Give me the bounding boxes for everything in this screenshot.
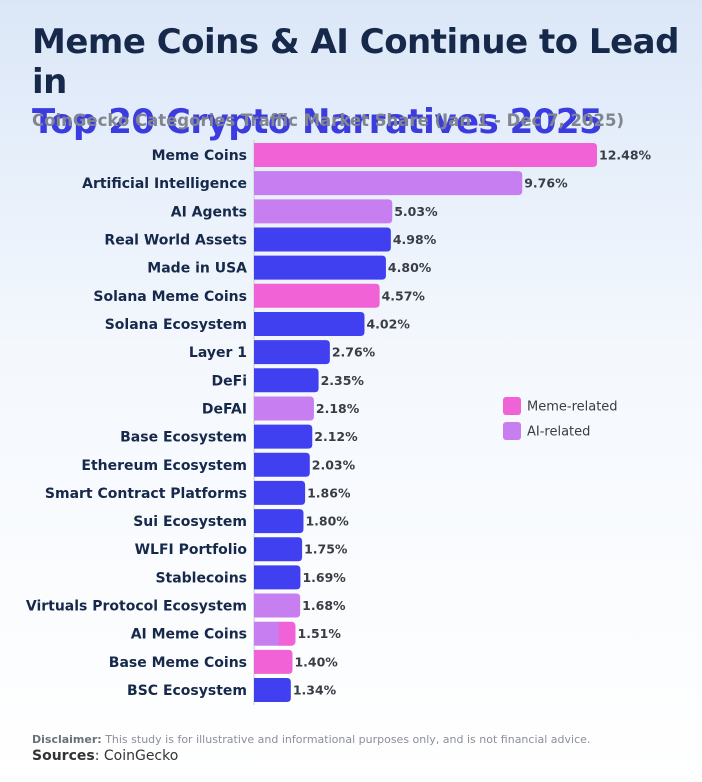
- bar: [254, 311, 365, 336]
- category-label: Base Meme Coins: [109, 655, 247, 671]
- value-label: 4.57%: [382, 288, 426, 303]
- value-label: 4.98%: [393, 232, 437, 247]
- bar: [254, 621, 296, 646]
- bar: [254, 199, 393, 224]
- value-label: 2.35%: [321, 373, 365, 388]
- value-label: 4.80%: [388, 260, 432, 275]
- legend-swatch: [503, 422, 521, 440]
- legend-label: AI-related: [527, 425, 590, 440]
- value-label: 2.76%: [332, 345, 376, 360]
- value-label: 1.40%: [294, 654, 338, 669]
- title-main: Meme Coins & AI Continue to Lead in: [32, 22, 679, 102]
- category-label: Solana Meme Coins: [93, 289, 247, 305]
- legend-label: Meme-related: [527, 400, 618, 415]
- category-label: Base Ecosystem: [120, 430, 247, 446]
- category-label: AI Meme Coins: [131, 627, 247, 643]
- category-label: Layer 1: [189, 345, 247, 361]
- category-label: Stablecoins: [155, 570, 247, 586]
- value-label: 5.03%: [394, 204, 438, 219]
- chart-title: Meme Coins & AI Continue to Lead in Top 2…: [32, 22, 702, 142]
- bar: [254, 424, 313, 449]
- sources: Sources: CoinGecko: [32, 748, 178, 764]
- legend-swatch: [503, 397, 521, 415]
- category-label: AI Agents: [171, 204, 247, 220]
- bar: [254, 255, 386, 280]
- bar: [254, 143, 597, 167]
- value-label: 2.18%: [316, 401, 360, 416]
- bar: [254, 227, 391, 252]
- category-label: Smart Contract Platforms: [45, 486, 247, 502]
- title-highlight: Top 20 Crypto Narratives 2025: [32, 102, 603, 142]
- bar: [254, 480, 306, 505]
- bar: [254, 593, 301, 618]
- disclaimer-label: Disclaimer:: [32, 733, 102, 746]
- category-label: Meme Coins: [152, 148, 247, 164]
- value-label: 4.02%: [366, 316, 410, 331]
- bar: [254, 368, 319, 393]
- value-label: 1.75%: [304, 542, 348, 557]
- bar-part: [274, 621, 296, 646]
- value-label: 1.80%: [305, 514, 349, 529]
- category-label: DeFi: [212, 373, 247, 389]
- category-label: BSC Ecosystem: [127, 683, 247, 699]
- category-label: DeFAI: [202, 401, 247, 417]
- value-label: 1.86%: [307, 485, 351, 500]
- category-label: Virtuals Protocol Ecosystem: [26, 599, 247, 615]
- sources-text: : CoinGecko: [94, 748, 179, 764]
- category-label: Sui Ecosystem: [133, 514, 247, 530]
- disclaimer: Disclaimer: This study is for illustrati…: [32, 733, 590, 746]
- value-label: 2.03%: [312, 457, 356, 472]
- value-label: 9.76%: [524, 176, 568, 191]
- bar: [254, 171, 523, 196]
- bar-part: [254, 621, 279, 646]
- category-label: Artificial Intelligence: [82, 176, 247, 192]
- bar: [254, 537, 303, 562]
- value-label: 2.12%: [314, 429, 358, 444]
- category-label: Ethereum Ecosystem: [81, 458, 247, 474]
- value-label: 1.69%: [302, 570, 346, 585]
- value-label: 1.68%: [302, 598, 346, 613]
- category-label: Made in USA: [147, 261, 247, 277]
- disclaimer-text: This study is for illustrative and infor…: [105, 733, 591, 746]
- bar: [254, 340, 330, 365]
- bar: [254, 283, 380, 308]
- bar: [254, 565, 301, 590]
- sources-label: Sources: [32, 748, 95, 764]
- bar: [254, 509, 304, 534]
- value-label: 12.48%: [599, 148, 652, 163]
- bar: [254, 396, 314, 421]
- subtitle: CoinGecko Categories Traffic Market Shar…: [32, 111, 625, 130]
- value-label: 1.51%: [298, 626, 342, 641]
- category-label: Real World Assets: [104, 232, 247, 248]
- category-label: WLFI Portfolio: [135, 542, 248, 558]
- value-label: 1.34%: [293, 683, 337, 698]
- bar: [254, 649, 293, 674]
- bar: [254, 452, 310, 477]
- bar: [254, 678, 291, 703]
- category-label: Solana Ecosystem: [105, 317, 247, 333]
